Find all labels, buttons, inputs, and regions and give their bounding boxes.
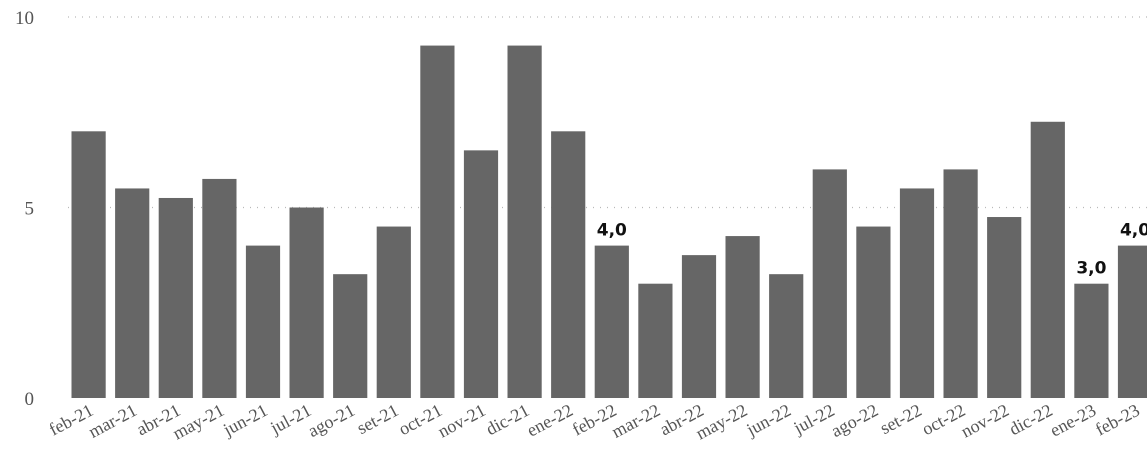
bar-jul-22 xyxy=(812,169,847,398)
bar-feb-22 xyxy=(594,245,629,398)
bar-jul-21 xyxy=(289,207,324,398)
x-tick-label: dic-22 xyxy=(1006,400,1056,439)
bar-jun-21 xyxy=(245,245,281,398)
bar-mar-22 xyxy=(638,283,673,398)
x-tick-label: jun-21 xyxy=(219,400,271,440)
bar-set-21 xyxy=(376,226,411,398)
data-label: 3,0 xyxy=(1076,259,1106,279)
x-tick-label: ago-21 xyxy=(305,400,359,441)
x-tick-label: may-22 xyxy=(693,400,751,443)
y-tick-label: 5 xyxy=(25,199,35,220)
x-tick-label: set-22 xyxy=(877,400,925,438)
bar-dic-22 xyxy=(1030,121,1065,399)
x-tick-label: mar-22 xyxy=(608,400,663,442)
bar-mar-21 xyxy=(115,188,150,398)
x-tick-label: ene-23 xyxy=(1047,400,1100,441)
data-label: 4,0 xyxy=(1120,221,1147,241)
x-tick-label: ene-22 xyxy=(523,400,576,441)
gridlines xyxy=(68,16,1147,209)
bar-feb-21 xyxy=(71,131,106,399)
x-tick-label: ago-22 xyxy=(828,400,882,441)
x-tick-label: jun-22 xyxy=(742,400,794,440)
bar-nov-22 xyxy=(987,217,1022,398)
data-label: 4,0 xyxy=(597,221,627,241)
bar-feb-23 xyxy=(1117,245,1147,398)
bar-oct-22 xyxy=(943,169,978,398)
x-tick-label: feb-22 xyxy=(569,400,620,440)
data-labels: 4,0 3,0 4,0 xyxy=(597,221,1147,279)
x-tick-label: jul-21 xyxy=(266,400,314,438)
x-tick-label: oct-21 xyxy=(395,400,445,439)
bar-ago-21 xyxy=(333,274,368,398)
bar-abr-21 xyxy=(158,197,193,398)
bar-oct-21 xyxy=(420,45,455,398)
bar-may-22 xyxy=(725,236,760,398)
bar-set-22 xyxy=(899,188,935,398)
bar-nov-21 xyxy=(463,150,499,398)
x-tick-label: dic-21 xyxy=(482,400,532,439)
bar-may-21 xyxy=(202,178,237,398)
bar-ago-22 xyxy=(856,226,891,398)
bar-abr-22 xyxy=(681,255,717,398)
bar-ene-22 xyxy=(551,131,586,399)
y-tick-label: 10 xyxy=(15,8,34,29)
bar-ene-23 xyxy=(1074,283,1109,398)
bar-dic-21 xyxy=(507,45,542,398)
x-tick-label: set-21 xyxy=(353,400,401,438)
x-tick-label: may-21 xyxy=(169,400,227,443)
x-tick-label: mar-21 xyxy=(85,400,140,442)
x-tick-label: feb-23 xyxy=(1092,400,1143,440)
x-tick-label: jul-22 xyxy=(789,400,837,438)
bars xyxy=(71,45,1147,399)
bar-jun-22 xyxy=(769,274,804,398)
x-axis-ticks: feb-21mar-21abr-21may-21jun-21jul-21ago-… xyxy=(46,400,1143,443)
y-axis-ticks: 0 5 10 xyxy=(15,8,34,410)
x-tick-label: feb-21 xyxy=(46,400,97,440)
x-tick-label: oct-22 xyxy=(918,400,968,439)
x-tick-label: nov-21 xyxy=(434,400,488,442)
y-tick-label: 0 xyxy=(25,389,35,410)
x-tick-label: nov-22 xyxy=(958,400,1012,442)
